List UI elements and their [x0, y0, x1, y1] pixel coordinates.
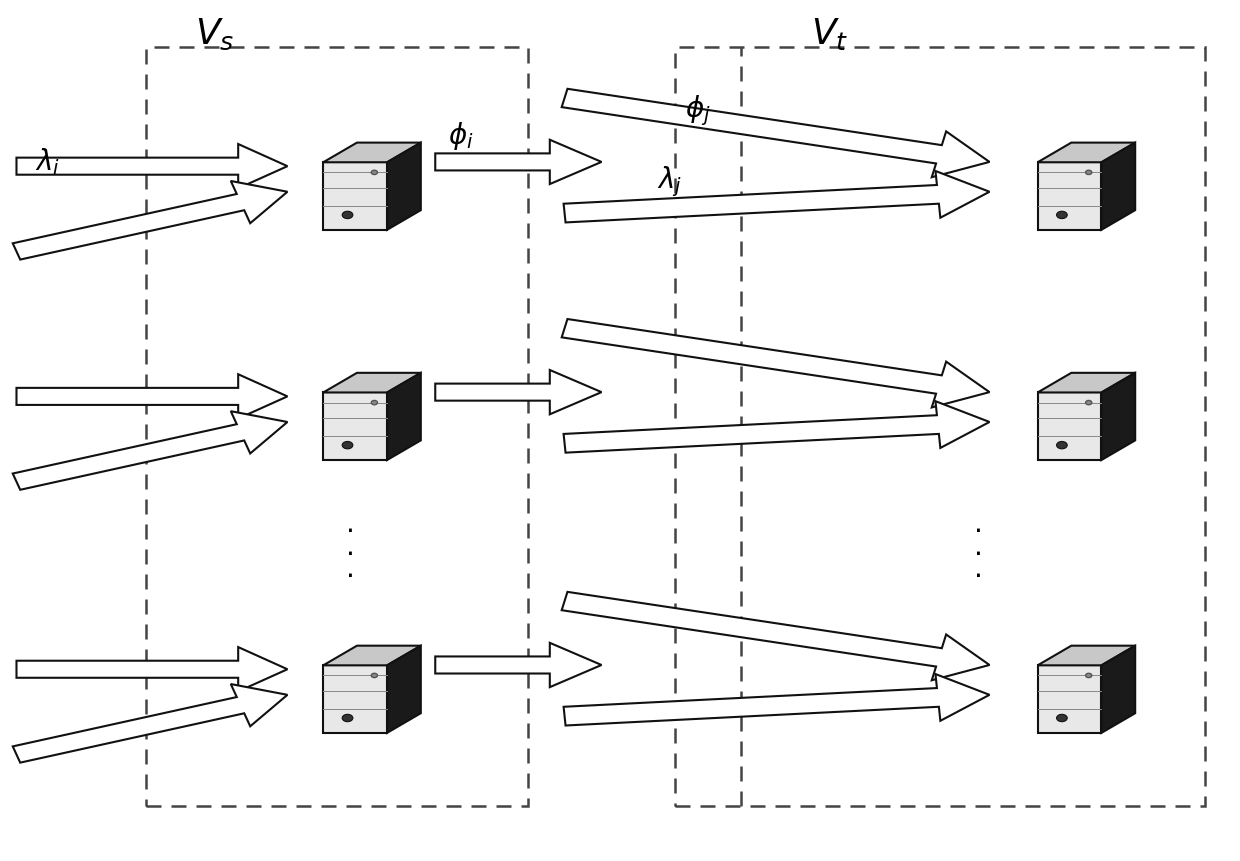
Polygon shape — [387, 646, 420, 733]
Text: $\phi_j$: $\phi_j$ — [686, 94, 711, 128]
Polygon shape — [1038, 646, 1135, 666]
Polygon shape — [387, 373, 420, 460]
Circle shape — [1056, 211, 1068, 219]
Polygon shape — [324, 162, 387, 230]
Text: $V_t$: $V_t$ — [811, 16, 848, 52]
Polygon shape — [324, 373, 420, 393]
FancyArrow shape — [562, 592, 990, 680]
Polygon shape — [1101, 143, 1135, 230]
Text: $\cdot$
$\cdot$
$\cdot$: $\cdot$ $\cdot$ $\cdot$ — [345, 517, 353, 591]
Polygon shape — [1038, 666, 1101, 733]
Circle shape — [1085, 170, 1091, 175]
Circle shape — [371, 673, 377, 678]
FancyArrow shape — [12, 412, 288, 490]
Text: $\lambda_j$: $\lambda_j$ — [657, 164, 682, 199]
Polygon shape — [324, 143, 420, 162]
FancyArrow shape — [435, 370, 601, 414]
Circle shape — [342, 211, 353, 219]
Circle shape — [371, 170, 377, 175]
Polygon shape — [324, 393, 387, 460]
FancyArrow shape — [564, 674, 990, 726]
Text: $V_s$: $V_s$ — [195, 16, 234, 52]
FancyArrow shape — [435, 139, 601, 184]
Polygon shape — [324, 646, 420, 666]
Bar — [146, 46, 528, 806]
Polygon shape — [1101, 646, 1135, 733]
FancyArrow shape — [435, 643, 601, 687]
Text: $\cdot$
$\cdot$
$\cdot$: $\cdot$ $\cdot$ $\cdot$ — [973, 517, 981, 591]
FancyArrow shape — [16, 144, 288, 189]
Bar — [676, 46, 1205, 806]
FancyArrow shape — [562, 89, 990, 177]
Polygon shape — [1038, 143, 1135, 162]
Circle shape — [371, 400, 377, 405]
Polygon shape — [1101, 373, 1135, 460]
FancyArrow shape — [16, 647, 288, 691]
Circle shape — [342, 715, 353, 722]
Circle shape — [342, 442, 353, 449]
Text: $\lambda_i$: $\lambda_i$ — [35, 146, 60, 177]
FancyArrow shape — [562, 319, 990, 407]
Polygon shape — [324, 666, 387, 733]
FancyArrow shape — [564, 401, 990, 453]
Polygon shape — [387, 143, 420, 230]
Circle shape — [1056, 442, 1068, 449]
Circle shape — [1085, 673, 1091, 678]
Circle shape — [1056, 715, 1068, 722]
Polygon shape — [1038, 162, 1101, 230]
Polygon shape — [1038, 393, 1101, 460]
FancyArrow shape — [564, 171, 990, 222]
Text: $\phi_i$: $\phi_i$ — [448, 121, 474, 152]
FancyArrow shape — [16, 375, 288, 418]
FancyArrow shape — [12, 181, 288, 259]
Polygon shape — [1038, 373, 1135, 393]
Circle shape — [1085, 400, 1091, 405]
FancyArrow shape — [12, 684, 288, 763]
